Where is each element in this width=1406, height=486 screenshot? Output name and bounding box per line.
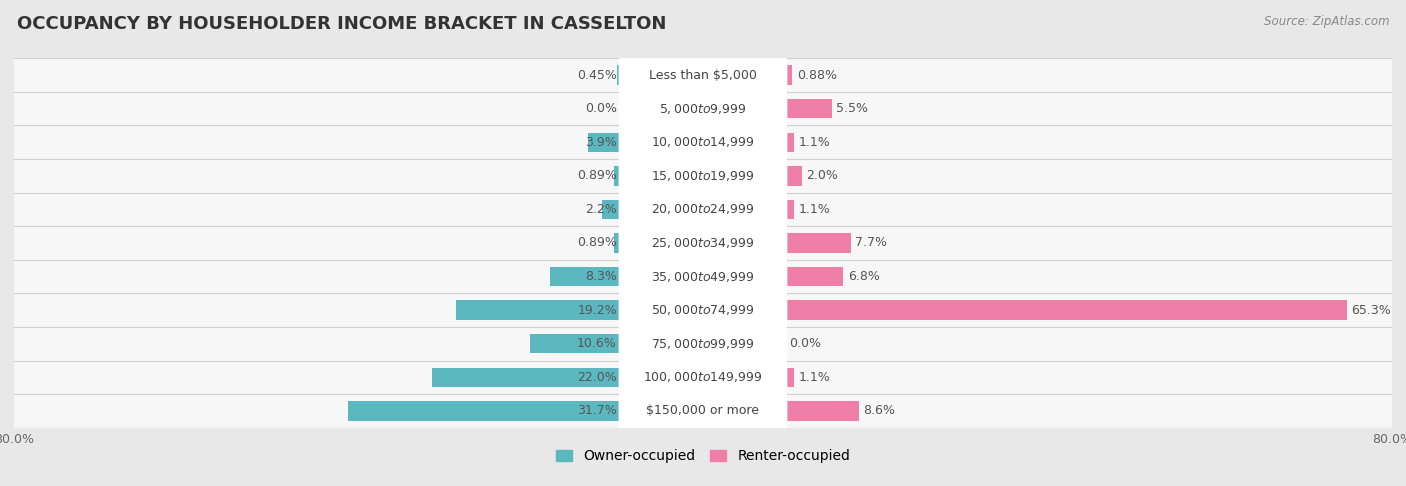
Text: 1.1%: 1.1% [799, 136, 831, 149]
Bar [602, 200, 621, 219]
Bar [349, 401, 621, 420]
Bar [613, 233, 621, 253]
Bar [785, 300, 1347, 320]
FancyBboxPatch shape [619, 257, 787, 296]
Bar [785, 66, 793, 85]
FancyBboxPatch shape [0, 226, 1406, 260]
FancyBboxPatch shape [0, 159, 1406, 192]
FancyBboxPatch shape [0, 192, 1406, 226]
FancyBboxPatch shape [619, 122, 787, 162]
Text: 5.5%: 5.5% [837, 102, 869, 115]
Bar [785, 367, 794, 387]
Text: 80.0%: 80.0% [1372, 433, 1406, 446]
Text: 80.0%: 80.0% [0, 433, 34, 446]
Text: $150,000 or more: $150,000 or more [647, 404, 759, 417]
Text: 2.0%: 2.0% [807, 169, 838, 182]
Bar [617, 66, 621, 85]
FancyBboxPatch shape [0, 394, 1406, 428]
Text: $100,000 to $149,999: $100,000 to $149,999 [644, 370, 762, 384]
Bar [785, 401, 859, 420]
Bar [785, 267, 844, 286]
Text: 6.8%: 6.8% [848, 270, 880, 283]
Bar [550, 267, 621, 286]
Bar [432, 367, 621, 387]
Text: 0.89%: 0.89% [576, 237, 617, 249]
Text: $35,000 to $49,999: $35,000 to $49,999 [651, 270, 755, 283]
Text: 0.89%: 0.89% [576, 169, 617, 182]
FancyBboxPatch shape [0, 58, 1406, 92]
Text: 8.3%: 8.3% [585, 270, 617, 283]
Text: $50,000 to $74,999: $50,000 to $74,999 [651, 303, 755, 317]
Bar [530, 334, 621, 353]
Legend: Owner-occupied, Renter-occupied: Owner-occupied, Renter-occupied [550, 444, 856, 469]
Bar [785, 200, 794, 219]
FancyBboxPatch shape [0, 125, 1406, 159]
Text: 31.7%: 31.7% [576, 404, 617, 417]
Text: 0.88%: 0.88% [797, 69, 837, 82]
Text: 1.1%: 1.1% [799, 371, 831, 384]
FancyBboxPatch shape [0, 260, 1406, 294]
FancyBboxPatch shape [0, 92, 1406, 125]
Text: Less than $5,000: Less than $5,000 [650, 69, 756, 82]
FancyBboxPatch shape [619, 290, 787, 330]
Text: $75,000 to $99,999: $75,000 to $99,999 [651, 337, 755, 351]
FancyBboxPatch shape [619, 55, 787, 95]
FancyBboxPatch shape [619, 324, 787, 364]
Bar [785, 233, 851, 253]
FancyBboxPatch shape [0, 361, 1406, 394]
Text: $20,000 to $24,999: $20,000 to $24,999 [651, 203, 755, 216]
Text: 22.0%: 22.0% [576, 371, 617, 384]
FancyBboxPatch shape [619, 223, 787, 263]
FancyBboxPatch shape [619, 190, 787, 229]
Bar [588, 133, 621, 152]
FancyBboxPatch shape [619, 391, 787, 431]
Text: $10,000 to $14,999: $10,000 to $14,999 [651, 135, 755, 149]
Text: 19.2%: 19.2% [578, 304, 617, 317]
Bar [785, 166, 801, 186]
Text: $25,000 to $34,999: $25,000 to $34,999 [651, 236, 755, 250]
Bar [613, 166, 621, 186]
Text: 0.45%: 0.45% [576, 69, 617, 82]
Text: 8.6%: 8.6% [863, 404, 896, 417]
FancyBboxPatch shape [0, 327, 1406, 361]
Bar [785, 133, 794, 152]
Bar [456, 300, 621, 320]
FancyBboxPatch shape [619, 89, 787, 128]
Text: 7.7%: 7.7% [855, 237, 887, 249]
Text: $15,000 to $19,999: $15,000 to $19,999 [651, 169, 755, 183]
Text: 3.9%: 3.9% [585, 136, 617, 149]
Text: 0.0%: 0.0% [789, 337, 821, 350]
Text: 10.6%: 10.6% [576, 337, 617, 350]
FancyBboxPatch shape [0, 294, 1406, 327]
Text: $5,000 to $9,999: $5,000 to $9,999 [659, 102, 747, 116]
Text: Source: ZipAtlas.com: Source: ZipAtlas.com [1264, 15, 1389, 28]
Text: 65.3%: 65.3% [1351, 304, 1391, 317]
Text: 0.0%: 0.0% [585, 102, 617, 115]
FancyBboxPatch shape [619, 156, 787, 196]
Text: 1.1%: 1.1% [799, 203, 831, 216]
Text: 2.2%: 2.2% [585, 203, 617, 216]
FancyBboxPatch shape [619, 358, 787, 397]
Bar [785, 99, 832, 119]
Text: OCCUPANCY BY HOUSEHOLDER INCOME BRACKET IN CASSELTON: OCCUPANCY BY HOUSEHOLDER INCOME BRACKET … [17, 15, 666, 33]
